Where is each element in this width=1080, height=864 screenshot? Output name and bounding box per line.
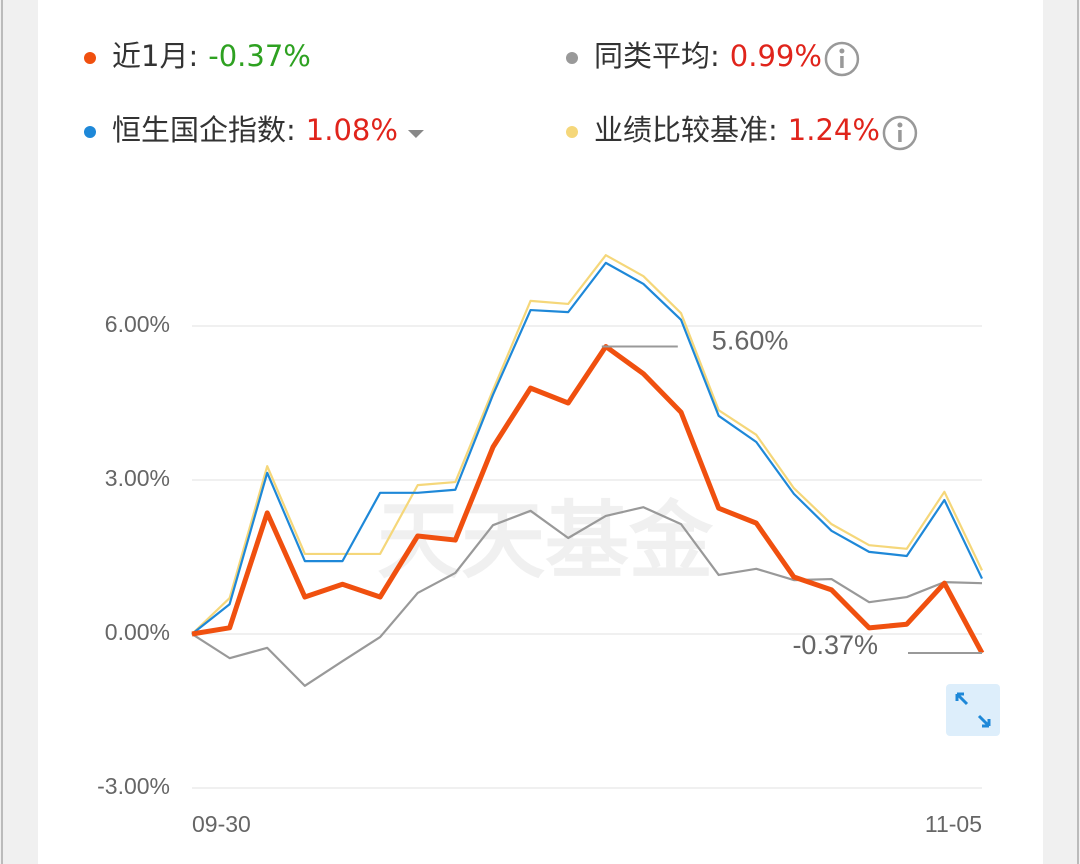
legend-dot bbox=[84, 126, 96, 138]
legend-value: 1.08% bbox=[306, 113, 398, 147]
dropdown-arrow[interactable] bbox=[407, 130, 424, 138]
x-tick-label: 09-30 bbox=[192, 811, 251, 837]
series-line bbox=[191, 254, 983, 635]
legend-item: 近1月: -0.37% bbox=[84, 39, 311, 73]
annotation-label: -0.37% bbox=[792, 630, 878, 660]
y-tick-label: 6.00% bbox=[105, 311, 170, 337]
legend-value: -0.37% bbox=[208, 39, 311, 73]
expand-button[interactable] bbox=[946, 684, 1000, 736]
legend-name: 近1月: bbox=[112, 39, 198, 73]
legend-dot bbox=[566, 126, 578, 138]
legend-dot bbox=[566, 52, 578, 64]
legend-name: 同类平均: bbox=[594, 39, 720, 73]
y-tick-label: 0.00% bbox=[105, 619, 170, 645]
series-line bbox=[191, 344, 985, 655]
series-line bbox=[191, 261, 983, 635]
card bbox=[38, 0, 1043, 864]
expand-icon[interactable] bbox=[955, 692, 991, 728]
expand-button-bg[interactable] bbox=[946, 684, 1000, 736]
info-dot[interactable] bbox=[839, 48, 845, 54]
legend-name: 恒生国企指数: bbox=[112, 113, 296, 147]
info-dot[interactable] bbox=[897, 122, 903, 128]
y-tick-label: -3.00% bbox=[97, 773, 170, 799]
legend-item: 同类平均: 0.99% bbox=[566, 39, 860, 77]
x-tick-label: 11-05 bbox=[925, 811, 982, 837]
info-icon[interactable] bbox=[824, 41, 860, 77]
info-icon[interactable] bbox=[882, 115, 918, 151]
legend-item: 恒生国企指数: 1.08% bbox=[84, 113, 424, 147]
legend-value: 0.99% bbox=[730, 39, 822, 73]
legend-item: 业绩比较基准: 1.24% bbox=[566, 113, 918, 151]
watermark: 天天基金 bbox=[377, 491, 714, 590]
legend-value: 1.24% bbox=[788, 113, 880, 147]
legend-name: 业绩比较基准: bbox=[594, 113, 778, 147]
series-line bbox=[191, 506, 983, 687]
y-tick-label: 3.00% bbox=[105, 465, 170, 491]
annotation-label: 5.60% bbox=[712, 326, 789, 356]
legend-dot bbox=[84, 52, 96, 64]
info-circle[interactable] bbox=[882, 115, 918, 151]
info-circle[interactable] bbox=[824, 41, 860, 77]
